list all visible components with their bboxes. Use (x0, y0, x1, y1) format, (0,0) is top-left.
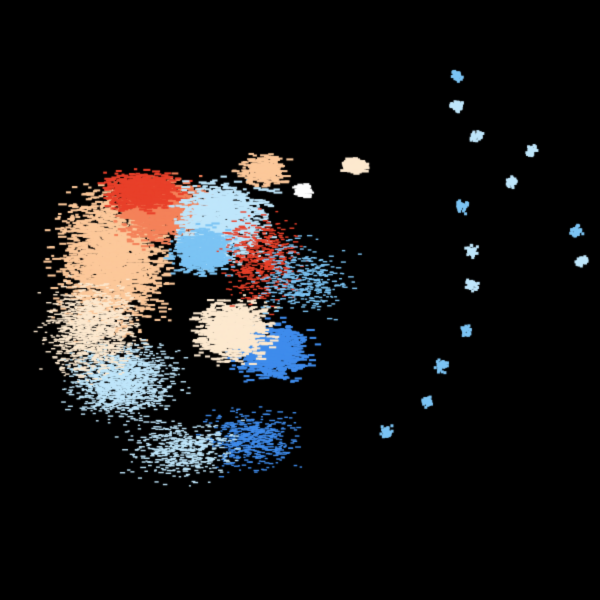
radar-velocity-image (0, 0, 600, 600)
